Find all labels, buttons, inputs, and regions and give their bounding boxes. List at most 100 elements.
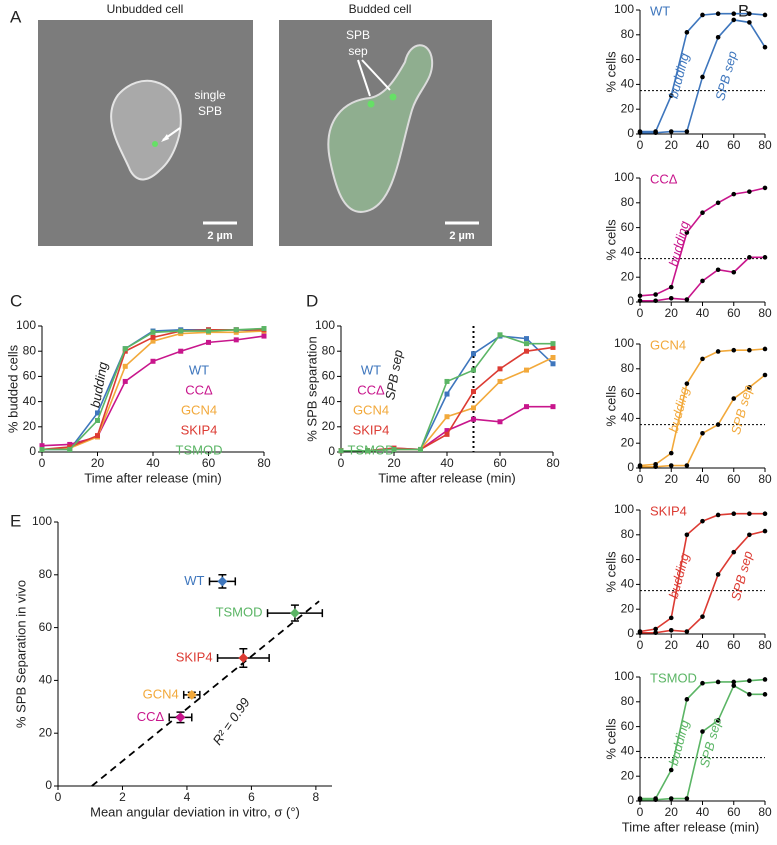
marker — [762, 12, 768, 18]
legend-label: CCΔ — [357, 382, 385, 397]
annotation: budding — [666, 219, 693, 268]
series-line — [640, 12, 766, 133]
y-axis-label: % budded cells — [5, 344, 20, 433]
series-line — [41, 335, 265, 447]
marker — [715, 349, 721, 354]
marker — [444, 428, 450, 434]
x-tick-label: 40 — [696, 638, 710, 652]
y-tick-label: 100 — [16, 318, 36, 332]
y-tick-label: 80 — [621, 694, 635, 708]
annotation: single — [194, 88, 226, 102]
point — [217, 576, 228, 587]
marker — [338, 448, 344, 454]
y-tick-label: 0 — [627, 294, 634, 308]
y-tick-label: 20 — [39, 725, 53, 739]
marker — [150, 358, 156, 364]
y-tick-label: 40 — [621, 411, 635, 425]
x-tick-label: 0 — [637, 138, 644, 152]
y-tick-label: 20 — [621, 101, 635, 115]
y-tick-label: 20 — [621, 601, 635, 615]
arrow — [361, 59, 391, 91]
legend-label: SKIP4 — [353, 422, 390, 437]
marker — [67, 444, 73, 450]
x-tick-label: 0 — [637, 306, 644, 320]
x-tick-label: 60 — [727, 638, 741, 652]
y-tick-label: 60 — [621, 52, 635, 66]
marker — [637, 630, 643, 636]
legend-label: WT — [189, 362, 209, 377]
marker — [471, 351, 476, 357]
arrow-head — [161, 134, 169, 142]
marker — [122, 378, 128, 384]
point-label: SKIP4 — [176, 649, 213, 664]
x-tick-label: 20 — [387, 456, 401, 470]
marker — [637, 293, 643, 299]
y-tick-label: 20 — [621, 435, 635, 449]
marker — [747, 189, 752, 194]
marker — [39, 443, 45, 449]
y-tick-label: 0 — [45, 778, 52, 792]
y-tick-label: 40 — [621, 744, 635, 758]
annotation: budding — [666, 51, 693, 100]
marker — [497, 378, 503, 384]
marker — [550, 404, 556, 410]
marker — [637, 130, 643, 136]
marker — [550, 344, 556, 350]
marker — [668, 627, 674, 633]
x-tick-label: 60 — [727, 472, 741, 486]
marker — [524, 336, 529, 342]
x-tick-label: 20 — [665, 138, 679, 152]
marker — [715, 267, 721, 273]
y-tick-label: 40 — [621, 77, 635, 91]
marker — [762, 44, 768, 50]
marker — [762, 346, 768, 352]
annotation: SPB sep — [712, 49, 740, 102]
spb — [389, 93, 397, 101]
marker — [668, 463, 674, 468]
x-tick-label: 0 — [637, 805, 644, 819]
marker — [731, 679, 737, 685]
x-tick-label: 20 — [665, 805, 679, 819]
y-tick-label: 20 — [621, 269, 635, 283]
marker — [731, 549, 737, 555]
marker — [700, 518, 705, 524]
marker — [684, 129, 690, 134]
x-tick-label: 4 — [184, 790, 191, 804]
y-axis-label: % cells — [603, 51, 618, 93]
annotation: SPB sep — [382, 349, 406, 401]
marker — [684, 297, 690, 302]
series-line — [42, 328, 265, 451]
marker — [261, 326, 267, 332]
marker — [653, 630, 658, 636]
x-tick-label: 0 — [637, 472, 644, 486]
marker — [747, 692, 752, 697]
marker — [524, 341, 529, 347]
marker — [684, 30, 690, 35]
series-line — [41, 330, 265, 451]
marker — [524, 367, 529, 373]
marker — [178, 348, 184, 354]
marker — [684, 629, 690, 634]
marker — [731, 269, 737, 275]
y-tick-label: 60 — [621, 552, 635, 566]
marker — [684, 532, 690, 538]
y-tick-label: 100 — [614, 502, 634, 516]
marker — [700, 74, 705, 80]
marker — [715, 572, 721, 577]
marker — [95, 418, 100, 423]
annotation: budding — [666, 385, 693, 434]
annotation: budding — [666, 551, 693, 600]
y-tick-label: 100 — [614, 336, 634, 350]
marker — [653, 464, 658, 470]
scale-label: 2 µm — [207, 230, 233, 242]
y-tick-label: 60 — [621, 386, 635, 400]
marker — [700, 356, 705, 362]
y-tick-label: 60 — [322, 369, 336, 383]
marker — [150, 334, 156, 340]
marker — [747, 347, 752, 353]
x-tick-label: 60 — [493, 456, 507, 470]
annotation: SPB sep — [728, 549, 756, 602]
marker — [233, 337, 239, 343]
x-tick-label: 60 — [202, 456, 216, 470]
panel-label: C — [10, 291, 22, 310]
